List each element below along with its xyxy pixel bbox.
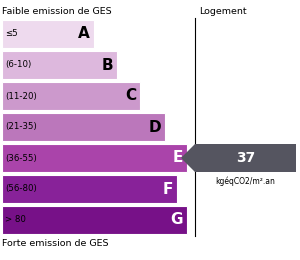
Text: Logement: Logement	[199, 7, 247, 16]
Bar	[2, 144, 187, 172]
Bar	[2, 51, 117, 79]
Text: F: F	[163, 181, 173, 197]
Text: (11-20): (11-20)	[5, 92, 37, 101]
Text: (21-35): (21-35)	[5, 122, 37, 132]
Text: D: D	[148, 120, 161, 134]
Text: A: A	[78, 27, 90, 42]
Text: (36-55): (36-55)	[5, 153, 37, 162]
Text: (6-10): (6-10)	[5, 61, 31, 69]
Text: Forte emission de GES: Forte emission de GES	[2, 239, 109, 248]
Text: ≤5: ≤5	[5, 29, 18, 38]
Text: E: E	[172, 151, 183, 166]
Bar	[2, 175, 177, 203]
Text: C: C	[125, 88, 136, 103]
Text: > 80: > 80	[5, 216, 26, 224]
Text: G: G	[170, 212, 183, 228]
Bar	[2, 113, 165, 141]
Text: 37: 37	[236, 151, 255, 165]
Text: kgéqCO2/m².an: kgéqCO2/m².an	[216, 177, 275, 186]
Text: Faible emission de GES: Faible emission de GES	[2, 7, 112, 16]
Text: (56-80): (56-80)	[5, 185, 37, 193]
Bar	[2, 82, 140, 110]
Text: B: B	[101, 57, 113, 73]
Polygon shape	[181, 144, 296, 172]
Bar	[2, 20, 94, 48]
Bar	[2, 206, 187, 234]
